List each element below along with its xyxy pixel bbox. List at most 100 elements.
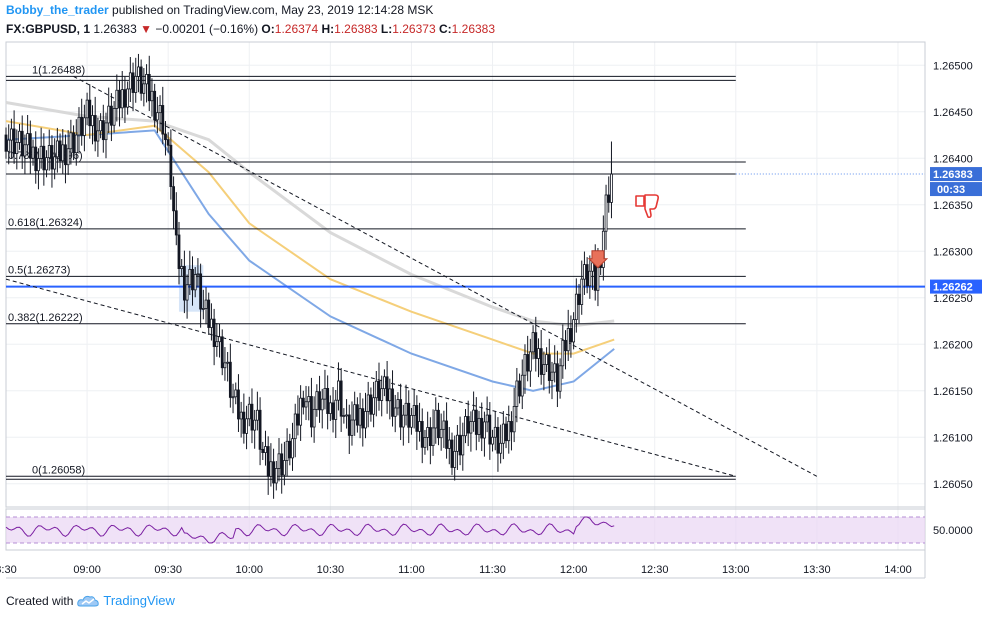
- candle-body: [323, 388, 327, 400]
- moving-average-gray: [5, 101, 615, 328]
- candle-body: [93, 115, 97, 142]
- time-axis-tick: 09:30: [154, 564, 182, 576]
- price-axis-tick: 1.26350: [933, 200, 973, 212]
- candle-body: [72, 132, 75, 154]
- candle-body: [264, 446, 267, 453]
- candle-body: [250, 403, 254, 431]
- candle-body: [491, 436, 494, 445]
- candle-body: [18, 130, 21, 143]
- candle-body: [553, 363, 557, 373]
- candle-body: [10, 128, 13, 141]
- candle-body: [220, 336, 224, 369]
- publish-info: Bobby_the_trader published on TradingVie…: [6, 3, 433, 17]
- candle-body: [145, 73, 148, 85]
- candle-body: [164, 133, 167, 141]
- candle-body: [318, 391, 321, 411]
- candle-body: [291, 438, 294, 459]
- candle-body: [461, 435, 465, 456]
- candle-body: [337, 380, 340, 401]
- price-axis-tick: 1.26200: [933, 339, 973, 351]
- candle-body: [196, 273, 200, 276]
- candle-body: [26, 133, 30, 146]
- candle-body: [253, 419, 257, 431]
- candle-body: [28, 133, 32, 159]
- candle-body: [307, 396, 311, 403]
- candle-body: [77, 116, 81, 136]
- candle-body: [134, 76, 138, 93]
- candle-body: [574, 293, 578, 321]
- candle-body: [320, 398, 324, 411]
- candle-body: [455, 434, 459, 452]
- candle-body: [88, 99, 92, 127]
- candle-body: [234, 389, 238, 398]
- candle-body: [142, 83, 146, 94]
- candle-body: [20, 130, 24, 157]
- candle-body: [566, 328, 570, 352]
- candle-body: [188, 268, 192, 286]
- candle-body: [215, 341, 219, 347]
- candle-body: [131, 72, 135, 93]
- candle-body: [15, 142, 19, 155]
- candle-body: [369, 394, 373, 415]
- candle-body: [269, 461, 273, 477]
- candle-body: [328, 402, 332, 414]
- candle-body: [585, 264, 589, 287]
- candle-body: [464, 416, 467, 437]
- candle-body: [174, 210, 178, 236]
- candle-body: [350, 419, 354, 436]
- level-price-badge: [930, 279, 982, 294]
- price-axis-tick: 1.26100: [933, 432, 973, 444]
- candle-body: [312, 408, 316, 428]
- candle-body: [47, 145, 51, 159]
- open-label: O:: [261, 22, 275, 36]
- candle-body: [426, 427, 430, 438]
- candle-body: [242, 411, 246, 434]
- candle-body: [383, 376, 386, 390]
- candle-body: [539, 348, 543, 375]
- price-axis-tick: 1.26150: [933, 386, 973, 398]
- high-value: 1.26383: [334, 22, 378, 36]
- countdown-badge-text: 00:33: [937, 184, 965, 196]
- level-price-badge-text: 1.26262: [933, 282, 973, 294]
- rsi-axis-tick: 50.0000: [933, 525, 973, 537]
- candle-body: [228, 361, 232, 398]
- candle-body: [69, 132, 73, 150]
- fib-level-label: 0.618(1.26324): [8, 217, 83, 229]
- candle-body: [96, 130, 100, 142]
- candle-body: [299, 397, 303, 426]
- low-label: L:: [380, 22, 393, 36]
- price-axis-tick: 1.26450: [933, 107, 973, 119]
- candle-body: [580, 278, 584, 305]
- candle-body: [212, 318, 216, 347]
- candle-body: [377, 380, 381, 401]
- candle-body: [66, 148, 70, 166]
- time-axis-tick: 14:00: [884, 564, 912, 576]
- candle-body: [591, 262, 594, 272]
- open-value: 1.26374: [274, 22, 319, 36]
- candle-body: [537, 348, 540, 359]
- candle-body: [423, 437, 427, 448]
- candle-body: [104, 122, 108, 141]
- candle-body: [515, 380, 519, 407]
- candle-body: [507, 421, 511, 442]
- candle-body: [572, 319, 576, 343]
- author-link[interactable]: Bobby_the_trader: [6, 3, 109, 17]
- time-axis-tick: 13:30: [803, 564, 831, 576]
- candle-body: [493, 426, 497, 438]
- candle-body: [434, 409, 438, 429]
- candle-body: [358, 408, 362, 426]
- fib-level-label: 0.382(1.26222): [8, 312, 83, 324]
- candle-body: [58, 140, 62, 162]
- candle-body: [199, 273, 203, 310]
- candle-body: [218, 336, 221, 343]
- candle-body: [483, 421, 486, 439]
- candle-body: [385, 376, 389, 402]
- candle-body: [39, 145, 43, 159]
- candle-body: [412, 405, 416, 416]
- candle-body: [547, 354, 551, 381]
- candle-body: [485, 414, 489, 423]
- candle-body: [172, 186, 175, 212]
- candle-body: [82, 117, 86, 136]
- tradingview-brand[interactable]: TradingView: [103, 593, 175, 608]
